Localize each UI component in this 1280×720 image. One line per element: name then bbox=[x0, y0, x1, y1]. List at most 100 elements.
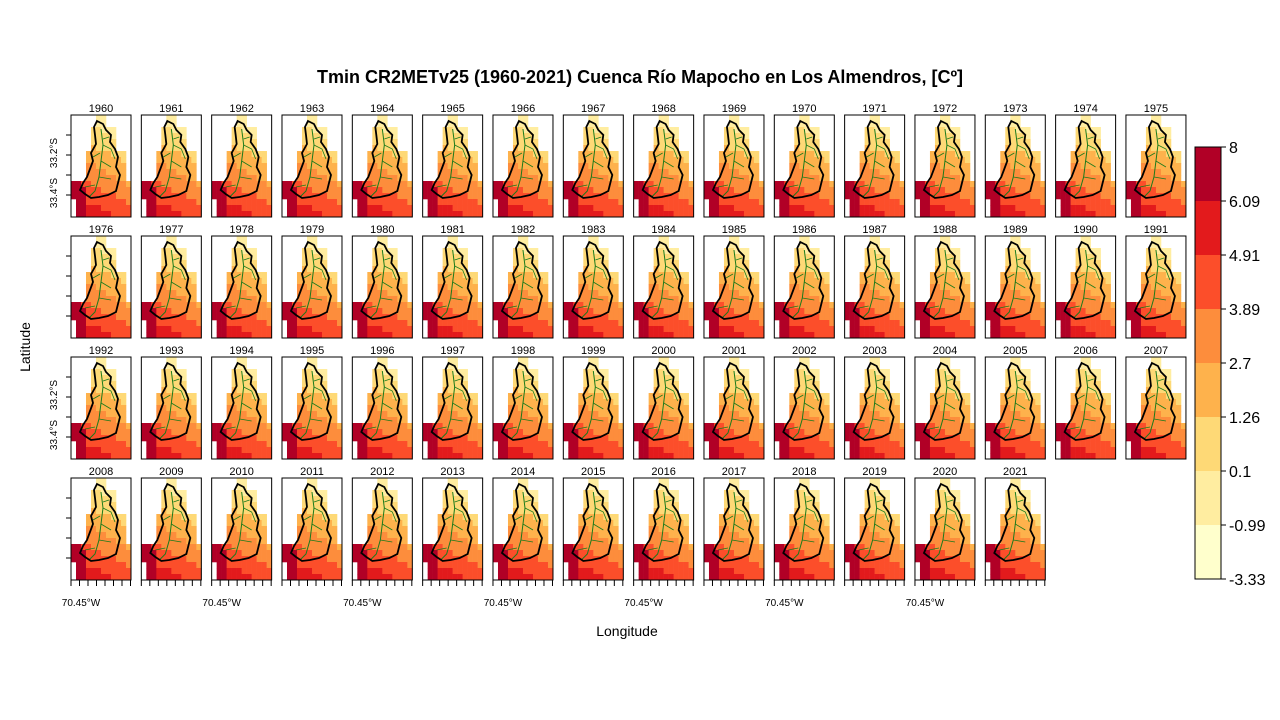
raster-cell bbox=[301, 205, 308, 212]
raster-cell bbox=[618, 181, 624, 188]
raster-cell bbox=[532, 157, 539, 164]
raster-cell bbox=[181, 290, 187, 297]
raster-cell bbox=[181, 187, 187, 194]
raster-cell bbox=[96, 266, 102, 273]
raster-cell bbox=[668, 127, 674, 134]
raster-cell bbox=[387, 284, 393, 291]
raster-cell bbox=[246, 169, 252, 176]
raster-cell bbox=[894, 326, 900, 333]
raster-cell bbox=[1075, 139, 1081, 146]
raster-cell bbox=[608, 326, 614, 333]
raster-cell bbox=[537, 326, 544, 333]
map-panel: 1964 bbox=[351, 103, 413, 218]
raster-cell bbox=[743, 290, 750, 297]
raster-cell bbox=[593, 115, 599, 122]
raster-cell bbox=[1100, 272, 1106, 279]
raster-cell bbox=[673, 290, 679, 297]
raster-cell bbox=[678, 272, 684, 279]
raster-cell bbox=[884, 163, 890, 170]
raster-cell bbox=[608, 278, 614, 285]
raster-cell bbox=[231, 326, 237, 333]
raster-cell bbox=[799, 163, 805, 170]
raster-cell bbox=[166, 266, 172, 273]
raster-cell bbox=[1030, 157, 1036, 164]
raster-cell bbox=[949, 127, 956, 134]
raster-cell bbox=[598, 248, 604, 255]
raster-cell bbox=[748, 302, 755, 309]
raster-cell bbox=[1170, 284, 1177, 291]
raster-cell bbox=[241, 205, 247, 212]
raster-cell bbox=[1015, 266, 1021, 273]
raster-cell bbox=[1010, 332, 1016, 339]
raster-cell bbox=[447, 266, 453, 273]
raster-cell bbox=[517, 115, 524, 122]
raster-cell bbox=[402, 302, 408, 309]
basin-boundary bbox=[993, 119, 1036, 199]
river-tributary bbox=[1157, 265, 1171, 281]
raster-cell bbox=[1140, 199, 1147, 206]
river-main bbox=[440, 249, 456, 319]
raster-cell bbox=[472, 290, 478, 297]
raster-cell bbox=[176, 133, 182, 140]
raster-cell bbox=[1010, 290, 1016, 297]
raster-cell bbox=[638, 199, 644, 206]
raster-cell bbox=[402, 157, 408, 164]
raster-cell bbox=[969, 314, 976, 321]
raster-cell bbox=[116, 302, 122, 309]
raster-cell bbox=[1025, 290, 1031, 297]
raster-cell bbox=[452, 187, 458, 194]
river-tributary bbox=[1087, 136, 1094, 140]
raster-cell bbox=[929, 163, 936, 170]
raster-cell bbox=[367, 157, 373, 164]
raster-cell bbox=[467, 199, 473, 206]
raster-cell bbox=[583, 302, 589, 309]
raster-cell bbox=[246, 411, 252, 418]
raster-cell bbox=[718, 205, 725, 212]
raster-cell bbox=[894, 308, 900, 315]
raster-cell bbox=[653, 211, 659, 218]
raster-cell bbox=[588, 199, 594, 206]
raster-cell bbox=[176, 447, 182, 454]
raster-cell bbox=[1005, 211, 1011, 218]
raster-cell bbox=[452, 248, 458, 255]
raster-cell bbox=[779, 181, 785, 188]
raster-cell bbox=[959, 326, 966, 333]
raster-cell bbox=[1080, 115, 1086, 122]
raster-cell bbox=[161, 441, 167, 448]
raster-cell bbox=[1160, 181, 1167, 188]
raster-cell bbox=[874, 278, 880, 285]
raster-cell bbox=[502, 193, 509, 200]
raster-cell bbox=[387, 296, 393, 303]
raster-cell bbox=[723, 260, 730, 267]
raster-cell bbox=[613, 151, 619, 158]
raster-cell bbox=[246, 290, 252, 297]
raster-cell bbox=[427, 199, 433, 206]
raster-cell bbox=[301, 332, 308, 339]
raster-cell bbox=[542, 284, 549, 291]
raster-cell bbox=[306, 236, 313, 243]
raster-cell bbox=[708, 308, 715, 315]
raster-cell bbox=[311, 302, 318, 309]
raster-cell bbox=[186, 151, 192, 158]
raster-cell bbox=[397, 308, 403, 315]
raster-cell bbox=[884, 296, 890, 303]
raster-cell bbox=[462, 139, 468, 146]
raster-cell bbox=[316, 151, 323, 158]
raster-cell bbox=[663, 145, 669, 152]
raster-cell bbox=[71, 314, 77, 321]
raster-cell bbox=[713, 302, 720, 309]
river-tributary bbox=[173, 144, 186, 160]
river-tributary bbox=[804, 160, 815, 168]
raster-cell bbox=[146, 199, 152, 206]
raster-cell bbox=[884, 187, 890, 194]
raster-cell bbox=[1020, 260, 1026, 267]
raster-cell bbox=[1100, 187, 1106, 194]
raster-cell bbox=[688, 320, 694, 327]
raster-cell bbox=[894, 314, 900, 321]
raster-cell bbox=[387, 193, 393, 200]
raster-cell bbox=[1005, 326, 1011, 333]
raster-cell bbox=[718, 326, 725, 333]
raster-cell bbox=[261, 187, 267, 194]
raster-cell bbox=[377, 242, 383, 249]
